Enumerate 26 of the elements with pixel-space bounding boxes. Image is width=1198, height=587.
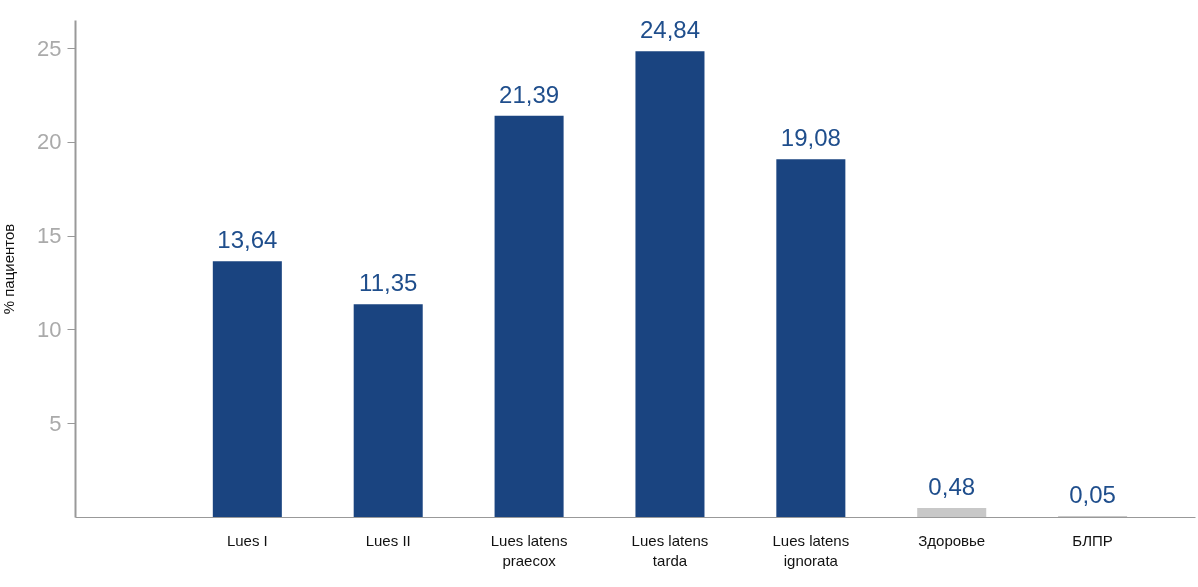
data-label: 11,35 <box>359 269 418 297</box>
bar <box>353 304 423 517</box>
data-label: 21,39 <box>499 80 560 108</box>
x-tick-label: Lues latens praecox <box>490 531 568 569</box>
x-tick-label: Lues II <box>365 531 411 549</box>
y-tick-label: 10 <box>37 316 62 342</box>
y-tick-label: 20 <box>37 129 62 155</box>
x-tick-label: БЛПР <box>1072 531 1113 549</box>
data-label: 13,64 <box>217 226 278 254</box>
y-axis-title: % пациентов <box>0 223 18 315</box>
bar <box>494 115 564 517</box>
bar <box>635 51 705 517</box>
y-tick-label: 15 <box>37 223 62 249</box>
x-tick-label: Lues I <box>226 531 268 549</box>
data-label: 19,08 <box>780 124 841 152</box>
y-tick-label: 5 <box>49 410 62 436</box>
data-label: 24,84 <box>639 16 700 44</box>
data-label: 0,05 <box>1069 481 1116 509</box>
y-tick-label: 25 <box>37 35 62 61</box>
data-label: 0,48 <box>928 473 976 500</box>
x-tick-label: Lues latens tarda <box>631 531 709 569</box>
bar <box>776 159 846 517</box>
bar <box>212 261 282 517</box>
x-tick-label: Lues latens ignorata <box>772 531 850 569</box>
x-tick-label: Здоровье <box>918 531 986 549</box>
bar <box>917 508 987 517</box>
